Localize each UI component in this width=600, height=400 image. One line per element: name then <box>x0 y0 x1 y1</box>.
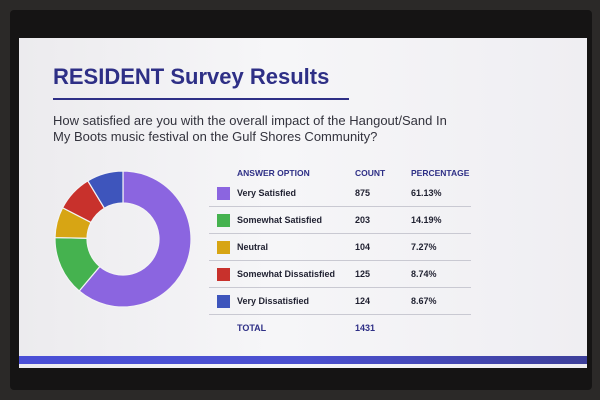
total-row: TOTAL 1431 <box>209 315 471 341</box>
legend-swatch <box>216 240 230 254</box>
answer-count: 124 <box>355 296 371 306</box>
answer-label: Very Dissatisfied <box>237 296 310 306</box>
survey-question: How satisfied are you with the overall i… <box>53 113 447 144</box>
donut-slice-very-dissatisfied <box>86 170 124 210</box>
answer-percentage: 8.74% <box>411 269 437 279</box>
slide-title: RESIDENT Survey Results <box>53 64 330 89</box>
answer-label: Very Satisfied <box>237 188 297 198</box>
answer-percentage: 7.27% <box>411 242 437 252</box>
table-header: ANSWER OPTION COUNT PERCENTAGE <box>209 166 471 180</box>
answer-count: 203 <box>355 215 371 225</box>
table-row: Very Satisfied 875 61.13% <box>209 180 471 207</box>
donut-slice-very-satisfied <box>78 170 192 308</box>
header-percentage: PERCENTAGE <box>411 168 470 178</box>
legend-swatch <box>216 213 230 227</box>
legend-swatch <box>216 186 230 200</box>
header-count: COUNT <box>355 168 386 178</box>
answer-count: 104 <box>355 242 371 252</box>
answer-label: Somewhat Satisfied <box>237 215 323 225</box>
table-row: Very Dissatisfied 124 8.67% <box>209 288 471 315</box>
title-underline <box>53 98 349 100</box>
slide: RESIDENT Survey Results How satisfied ar… <box>19 38 587 368</box>
answer-label: Neutral <box>237 242 269 252</box>
answer-count: 875 <box>355 188 371 198</box>
table-row: Somewhat Satisfied 203 14.19% <box>209 207 471 234</box>
legend-swatch <box>216 267 230 281</box>
total-label: TOTAL <box>237 323 267 333</box>
total-count: 1431 <box>355 323 376 333</box>
table-row: Neutral 104 7.27% <box>209 234 471 261</box>
answer-percentage: 8.67% <box>411 296 437 306</box>
donut-chart <box>54 170 192 308</box>
answer-count: 125 <box>355 269 371 279</box>
header-answer-option: ANSWER OPTION <box>237 168 310 178</box>
answer-percentage: 14.19% <box>411 215 442 225</box>
table-row: Somewhat Dissatisfied 125 8.74% <box>209 261 471 288</box>
answer-label: Somewhat Dissatisfied <box>237 269 336 279</box>
results-table: ANSWER OPTION COUNT PERCENTAGE Very Sati… <box>209 166 471 341</box>
legend-swatch <box>216 294 230 308</box>
slide-footer-bar <box>19 356 587 364</box>
answer-percentage: 61.13% <box>411 188 442 198</box>
